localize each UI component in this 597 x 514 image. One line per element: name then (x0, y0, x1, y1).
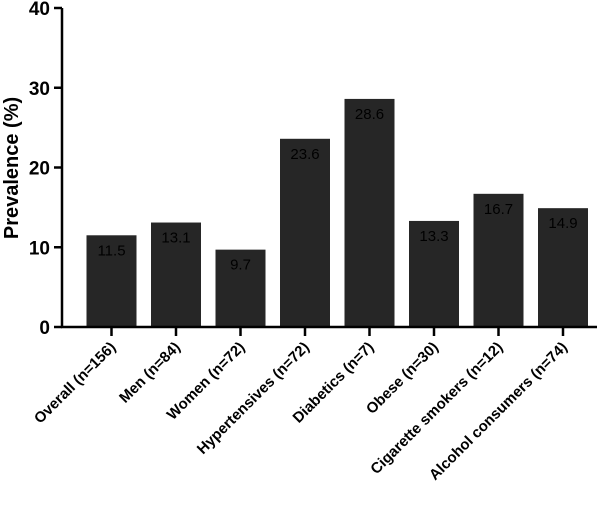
x-tick-label: Cigarette smokers (n=12) (367, 339, 506, 478)
x-tick-label: Alcohol consumers (n=74) (426, 339, 571, 484)
y-tick-label: 20 (29, 159, 50, 180)
data-label: 23.6 (290, 146, 319, 163)
data-label: 13.3 (419, 228, 448, 245)
bar (215, 249, 266, 327)
y-axis-label: Prevalence (%) (1, 97, 23, 239)
y-axis: 0 10 20 30 40 (29, 0, 64, 339)
y-tick-label: 0 (39, 318, 50, 339)
x-axis-tick-labels: Overall (n=156)Men (n=84)Women (n=72)Hyp… (31, 325, 597, 484)
data-label: 13.1 (161, 230, 190, 247)
data-label: 9.7 (230, 257, 251, 274)
data-labels: 11.5 13.1 9.7 23.6 28.6 13.3 16.7 14.9 (97, 106, 577, 274)
bar (473, 193, 524, 327)
bar (409, 220, 459, 327)
x-tick-label: Hypertensives (n=72) (194, 339, 313, 458)
x-tick-label: Overall (n=156) (31, 339, 119, 427)
bar (538, 208, 588, 327)
bar (151, 222, 201, 327)
bar (280, 138, 330, 327)
bars (86, 98, 588, 327)
y-tick-label: 10 (29, 238, 50, 259)
data-label: 14.9 (548, 215, 577, 232)
data-label: 11.5 (97, 242, 125, 259)
bar (344, 98, 395, 327)
data-label: 28.6 (355, 106, 384, 123)
x-tick-label: Men (n=84) (116, 339, 184, 407)
y-tick-label: 30 (29, 79, 50, 100)
y-tick-label: 40 (29, 0, 50, 20)
bar (86, 235, 137, 327)
data-label: 16.7 (484, 201, 513, 218)
